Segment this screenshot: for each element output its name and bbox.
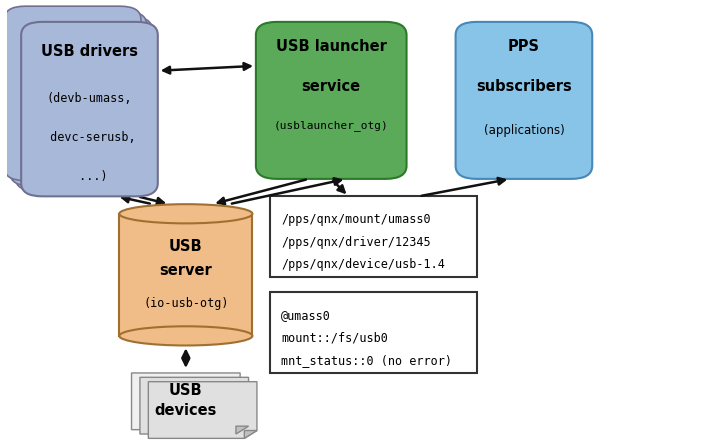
FancyBboxPatch shape [455,22,592,179]
Text: (devb-umass,: (devb-umass, [46,92,132,105]
Text: ...): ...) [72,170,107,183]
Ellipse shape [119,204,252,223]
Text: /pps/qnx/device/usb-1.4: /pps/qnx/device/usb-1.4 [281,258,445,271]
FancyBboxPatch shape [16,16,152,191]
FancyBboxPatch shape [21,22,158,196]
Polygon shape [236,426,249,434]
Polygon shape [140,377,249,434]
Polygon shape [245,430,257,438]
FancyBboxPatch shape [256,22,407,179]
Text: devc-serusb,: devc-serusb, [43,131,136,144]
Text: server: server [159,263,212,278]
Text: /pps/qnx/driver/12345: /pps/qnx/driver/12345 [281,235,430,249]
Text: USB launcher: USB launcher [276,39,387,54]
Text: (io-usb-otg): (io-usb-otg) [143,297,229,310]
Text: mnt_status::0 (no error): mnt_status::0 (no error) [281,354,452,367]
Text: /pps/qnx/mount/umass0: /pps/qnx/mount/umass0 [281,213,430,226]
Text: USB drivers: USB drivers [41,44,138,59]
Polygon shape [148,382,257,438]
Text: PPS: PPS [508,39,540,54]
Text: @umass0: @umass0 [281,309,331,322]
FancyBboxPatch shape [10,12,147,186]
Bar [119,214,252,336]
Text: (usblauncher_otg): (usblauncher_otg) [274,120,388,131]
Text: devices: devices [154,404,217,418]
FancyBboxPatch shape [4,6,141,181]
Text: USB: USB [169,239,202,254]
Text: USB: USB [169,383,202,398]
Text: mount::/fs/usb0: mount::/fs/usb0 [281,332,388,344]
Bar [270,292,477,373]
Text: (applications): (applications) [483,124,564,138]
Ellipse shape [119,326,252,345]
Polygon shape [132,373,240,430]
Polygon shape [227,422,240,430]
Text: subscribers: subscribers [476,79,572,93]
Text: service: service [302,79,361,93]
Bar [270,196,477,277]
